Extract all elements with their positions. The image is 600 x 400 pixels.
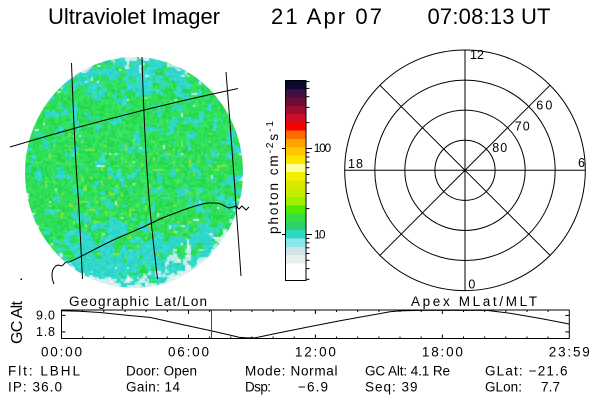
svg-text:6: 6 bbox=[578, 156, 585, 170]
svg-text:Dsp:: Dsp: bbox=[245, 379, 271, 394]
svg-text:1.8: 1.8 bbox=[36, 325, 55, 339]
svg-text:7.7: 7.7 bbox=[541, 379, 560, 394]
svg-text:GC Alt: 4.1 Re: GC Alt: 4.1 Re bbox=[365, 363, 450, 378]
svg-text:Gain: 14: Gain: 14 bbox=[126, 379, 180, 394]
svg-text:GC Alt: GC Alt bbox=[9, 300, 26, 344]
svg-text:9.0: 9.0 bbox=[36, 309, 55, 323]
svg-text:Mode: Normal: Mode: Normal bbox=[245, 363, 338, 378]
svg-text:18: 18 bbox=[348, 157, 363, 171]
svg-text:10: 10 bbox=[314, 228, 326, 242]
svg-text:12:00: 12:00 bbox=[295, 344, 336, 359]
svg-text:Geographic Lat/Lon: Geographic Lat/Lon bbox=[69, 294, 207, 309]
svg-text:00:00: 00:00 bbox=[41, 344, 82, 359]
svg-text:GLat: −21.6: GLat: −21.6 bbox=[485, 363, 568, 378]
svg-text:70: 70 bbox=[515, 119, 530, 133]
svg-text:60: 60 bbox=[536, 99, 552, 113]
svg-text:06:00: 06:00 bbox=[168, 344, 209, 359]
svg-text:21 Apr 07: 21 Apr 07 bbox=[271, 4, 382, 29]
svg-text:100: 100 bbox=[314, 141, 332, 155]
svg-text:Door: Open: Door: Open bbox=[126, 363, 197, 378]
svg-text:23:59: 23:59 bbox=[549, 344, 590, 359]
svg-text:07:08:13 UT: 07:08:13 UT bbox=[428, 4, 551, 29]
svg-text:GLon:: GLon: bbox=[485, 379, 522, 394]
svg-text:−6.9: −6.9 bbox=[298, 379, 328, 394]
svg-text:Seq: 39: Seq: 39 bbox=[365, 379, 418, 394]
svg-text:80: 80 bbox=[492, 141, 507, 155]
svg-text:IP: 36.0: IP: 36.0 bbox=[8, 379, 62, 394]
svg-text:photon cm-2s-1: photon cm-2s-1 bbox=[265, 121, 281, 234]
svg-text:Apex MLat/MLT: Apex MLat/MLT bbox=[411, 294, 537, 309]
svg-text:0: 0 bbox=[468, 277, 475, 291]
svg-text:18:00: 18:00 bbox=[422, 344, 463, 359]
svg-text:Flt: LBHL: Flt: LBHL bbox=[8, 363, 80, 378]
svg-text:12: 12 bbox=[470, 48, 484, 62]
svg-text:Ultraviolet Imager: Ultraviolet Imager bbox=[48, 4, 220, 29]
